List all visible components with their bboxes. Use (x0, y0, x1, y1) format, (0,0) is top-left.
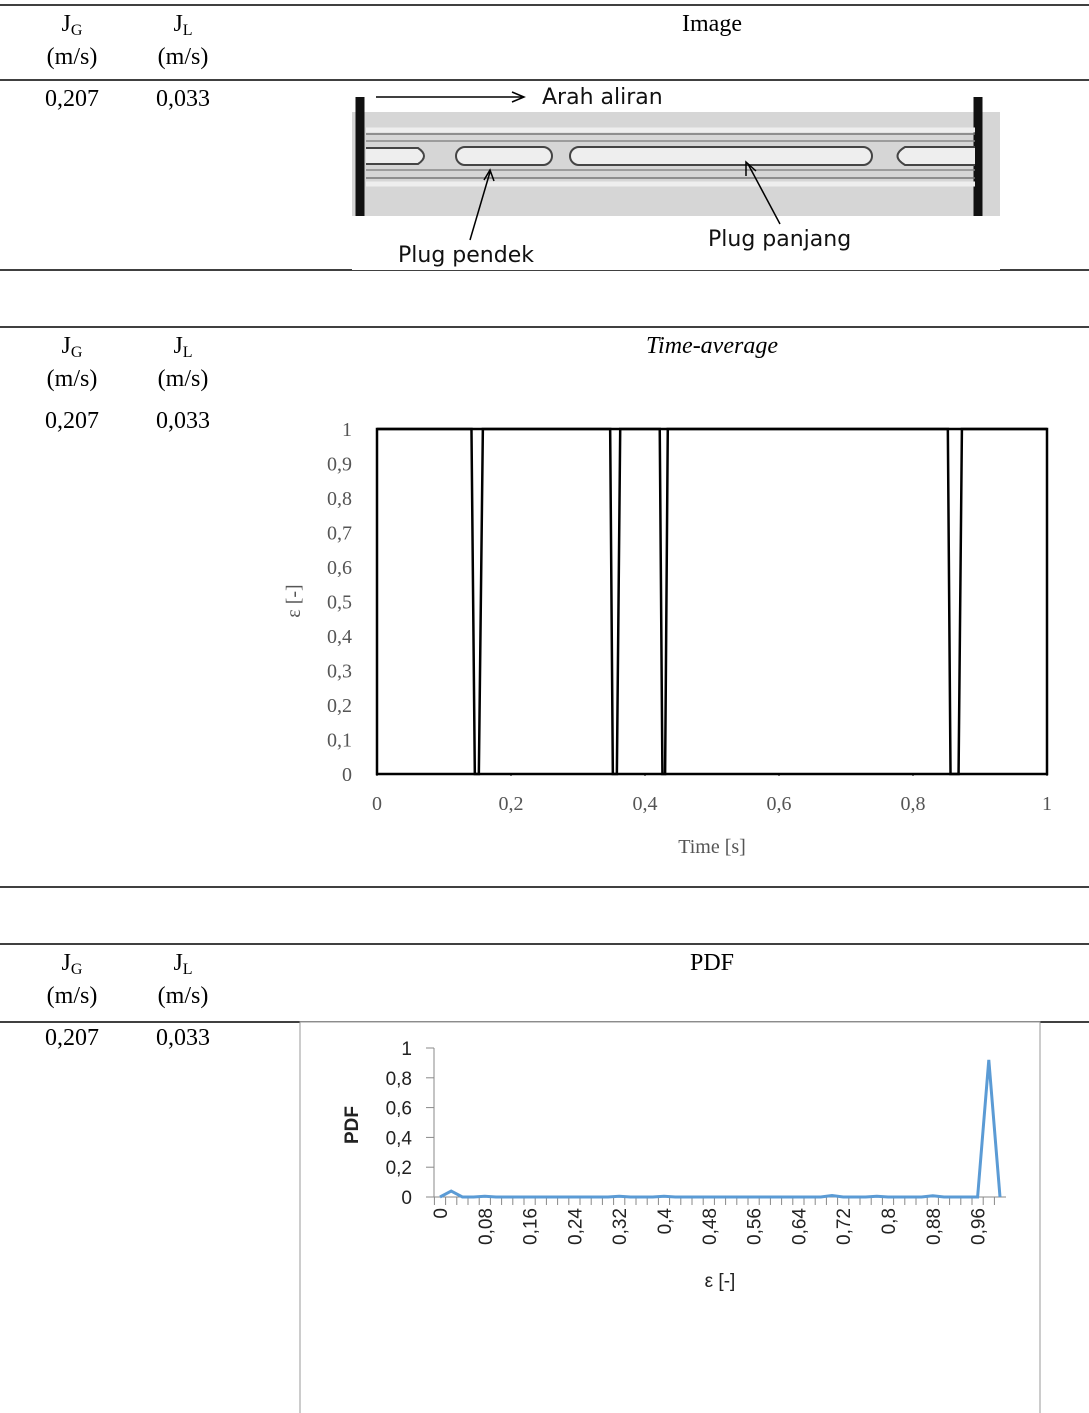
flow-photo: Arah aliran Plug pendek Plug panjang (352, 84, 1000, 270)
header-subscript: L (183, 344, 193, 361)
tables: JG(m/s)0,207JL(m/s)0,033ImageJG(m/s)0,20… (0, 4, 1089, 1051)
table-cell: 0,207 (45, 1025, 99, 1051)
x-tick-label: 0,56 (745, 1208, 766, 1245)
y-tick-label: 0,4 (327, 626, 352, 648)
data-line (377, 427, 1047, 776)
x-tick-label: 0,2 (499, 793, 524, 815)
y-axis-title: ε [-] (283, 584, 305, 617)
column-header: JL (173, 950, 192, 978)
y-tick-label: 0,8 (386, 1069, 412, 1090)
y-tick-label: 0,5 (327, 592, 352, 614)
y-tick-label: 0 (342, 764, 352, 786)
header-subscript: L (183, 22, 193, 39)
x-tick-label: 0 (431, 1208, 452, 1219)
column-header: JG (62, 950, 83, 978)
pdf-chart-frame (299, 1021, 1041, 1413)
x-tick-label: 0,8 (901, 793, 926, 815)
x-axis-title: Time [s] (678, 836, 746, 858)
header-symbol: J (173, 333, 182, 359)
x-tick-label: 0,64 (789, 1208, 810, 1245)
y-tick-label: 0,7 (327, 523, 352, 545)
data-line (439, 1059, 1002, 1199)
x-axis-title: ε [-] (705, 1271, 736, 1292)
table-cell: 0,033 (156, 408, 210, 434)
header-symbol: J (173, 950, 182, 976)
pdf-chart: 0 0,2 0,4 0,6 0,8 1 0 0,08 0,16 0,24 0,32 0,4 0,48 0,… (342, 1039, 1006, 1292)
figure-title: Time-average (646, 333, 778, 359)
header-subscript: G (71, 22, 83, 39)
x-tick-label: 0,24 (565, 1208, 586, 1245)
header-subscript: G (71, 961, 83, 978)
x-tick-label: 0,48 (700, 1208, 721, 1245)
y-tick-label: 0,9 (327, 454, 352, 476)
table-cell: 0,033 (156, 86, 210, 112)
table-cell: 0,207 (45, 86, 99, 112)
y-tick-label: 0,8 (327, 488, 352, 510)
x-tick-label: 0,88 (924, 1208, 945, 1245)
header-subscript: L (183, 961, 193, 978)
photo-label: Arah aliran (542, 85, 663, 110)
table-cell: 0,207 (45, 408, 99, 434)
column-header: JG (62, 333, 83, 361)
column-unit: (m/s) (158, 366, 209, 392)
y-tick-label: 0,3 (327, 661, 352, 683)
figure-title: Image (682, 11, 742, 37)
table-cell: 0,033 (156, 1025, 210, 1051)
y-tick-label: 0,2 (327, 695, 352, 717)
y-axis-title: PDF (342, 1106, 363, 1144)
photo-label: Plug panjang (708, 227, 851, 252)
column-unit: (m/s) (47, 44, 98, 70)
header-subscript: G (71, 344, 83, 361)
header-symbol: J (62, 11, 71, 37)
y-tick-label: 0 (401, 1188, 412, 1209)
x-tick-label: 0,08 (476, 1208, 497, 1245)
column-header: JG (62, 11, 83, 39)
y-tick-label: 0,6 (327, 557, 352, 579)
x-tick-label: 0,72 (834, 1208, 855, 1245)
y-tick-label: 1 (342, 419, 352, 441)
column-unit: (m/s) (158, 44, 209, 70)
column-header: JL (173, 333, 192, 361)
x-tick-label: 0,8 (879, 1208, 900, 1234)
plot-frame (375, 427, 1049, 776)
y-tick-label: 0,1 (327, 730, 352, 752)
y-tick-label: 0,4 (386, 1128, 413, 1149)
time-average-chart: 0 0,1 0,2 0,3 0,4 0,5 0,6 0,7 0,8 0,9 1 0 0,2 0,4 0,6 0… (283, 419, 1052, 858)
column-header: JL (173, 11, 192, 39)
x-tick-label: 0,4 (655, 1208, 676, 1235)
column-unit: (m/s) (158, 983, 209, 1009)
figure-title: PDF (690, 950, 734, 976)
y-tick-label: 0,6 (386, 1099, 412, 1120)
x-tick-label: 0,16 (521, 1208, 542, 1245)
column-unit: (m/s) (47, 983, 98, 1009)
y-tick-label: 0,2 (386, 1158, 412, 1179)
header-symbol: J (173, 11, 182, 37)
x-tick-label: 0,96 (969, 1208, 990, 1245)
x-tick-label: 0,6 (767, 793, 792, 815)
header-symbol: J (62, 950, 71, 976)
header-symbol: J (62, 333, 71, 359)
column-unit: (m/s) (47, 366, 98, 392)
y-tick-label: 1 (401, 1039, 412, 1060)
x-tick-label: 0,4 (633, 793, 658, 815)
x-tick-label: 0,32 (610, 1208, 631, 1245)
x-tick-label: 1 (1042, 793, 1052, 815)
x-tick-label: 0 (372, 793, 382, 815)
photo-label: Plug pendek (398, 243, 534, 268)
